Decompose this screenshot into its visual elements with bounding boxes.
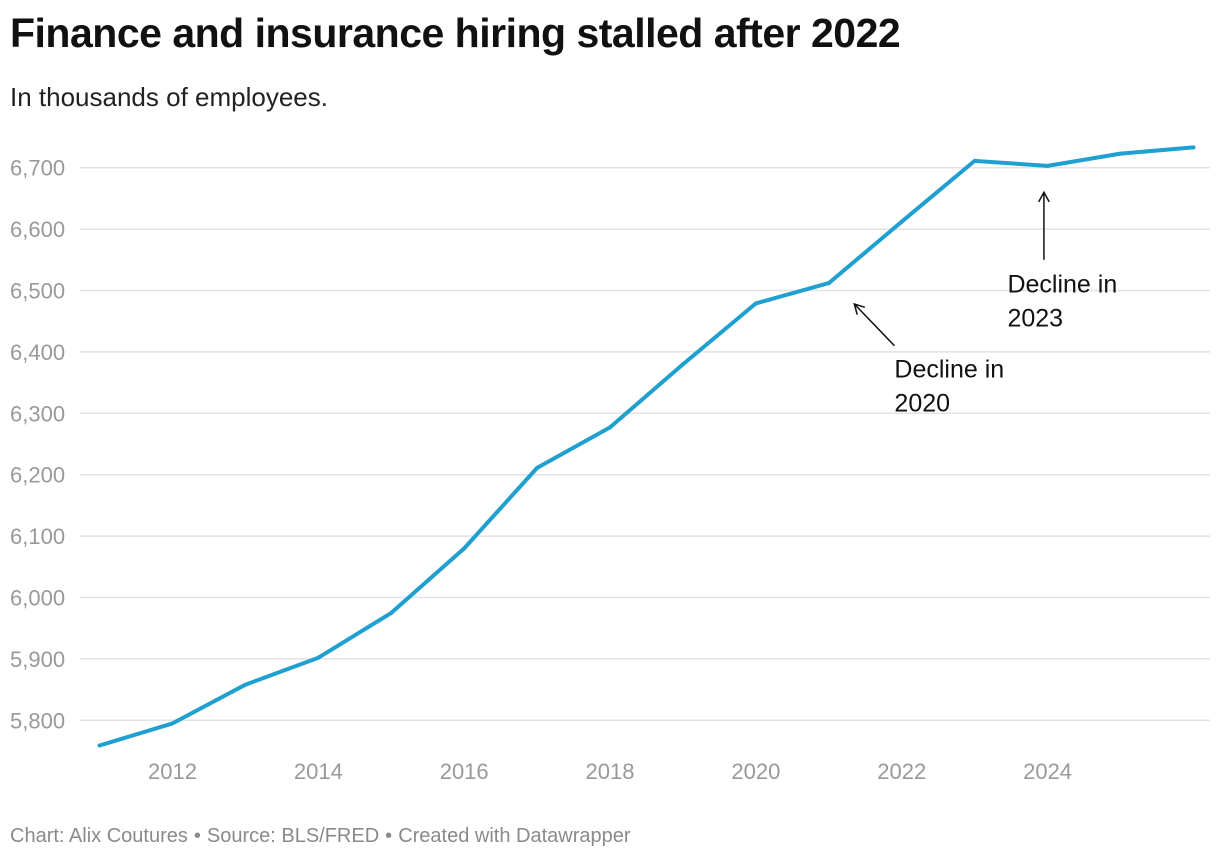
annotation-arrow-line [853,303,895,347]
y-tick-label: 5,900 [10,647,65,672]
x-tick-label: 2020 [731,759,780,784]
created-with-credit: Created with Datawrapper [398,825,631,847]
source-credit: Source: BLS/FRED [206,825,380,847]
annotation-label: Decline in [894,356,1004,384]
data-point [1045,163,1050,168]
y-tick-label: 6,200 [10,463,65,488]
data-point [1191,145,1196,150]
annotation-label: 2023 [1007,304,1063,332]
y-axis-ticks: 5,800 5,900 6,000 6,100 6,200 6,300 6,400 6,500… [10,156,65,734]
x-tick-label: 2014 [294,759,343,784]
data-point [316,655,321,660]
data-point [389,610,394,615]
x-tick-label: 2022 [877,759,926,784]
y-tick-label: 6,700 [10,156,65,181]
y-tick-label: 5,800 [10,708,65,733]
annotation-label: Decline in [1007,270,1117,298]
data-point [535,465,540,470]
data-point [899,219,904,224]
x-tick-label: 2012 [148,759,197,784]
data-point [753,301,758,306]
x-axis-ticks: 2012 2014 2016 2018 2020 2022 2024 [148,759,1072,784]
y-tick-label: 6,600 [10,217,65,242]
data-point [608,425,613,430]
series-layer [97,145,1196,748]
y-tick-label: 6,300 [10,401,65,426]
annotation-arrowhead [1037,190,1050,203]
data-point [680,362,685,367]
annotation-arrowhead [853,302,866,315]
data-point [972,158,977,163]
annotation-label: 2020 [894,390,950,418]
chart-credit: Chart: Alix Coutures [10,825,188,847]
footer-separator: • [193,825,201,847]
y-tick-label: 6,100 [10,524,65,549]
chart-title: Finance and insurance hiring stalled aft… [10,10,901,56]
x-tick-label: 2016 [440,759,489,784]
x-tick-label: 2018 [586,759,635,784]
y-tick-label: 6,500 [10,279,65,304]
annotation: Decline in 2023 [1007,190,1117,332]
y-tick-label: 6,400 [10,340,65,365]
chart-subtitle: In thousands of employees. [10,82,328,112]
annotation: Decline in 2020 [853,302,1004,418]
data-point [462,546,467,551]
data-point [170,721,175,726]
gridlines [80,166,1210,722]
y-tick-label: 6,000 [10,586,65,611]
data-point [826,281,831,286]
data-point [1118,151,1123,156]
data-point [97,743,102,748]
series-line [97,145,1196,748]
footer-separator: • [385,825,393,847]
x-tick-label: 2024 [1023,759,1072,784]
data-point [243,682,248,687]
footer-credits: Chart: Alix Coutures • Source: BLS/FRED • Cr… [10,825,631,848]
